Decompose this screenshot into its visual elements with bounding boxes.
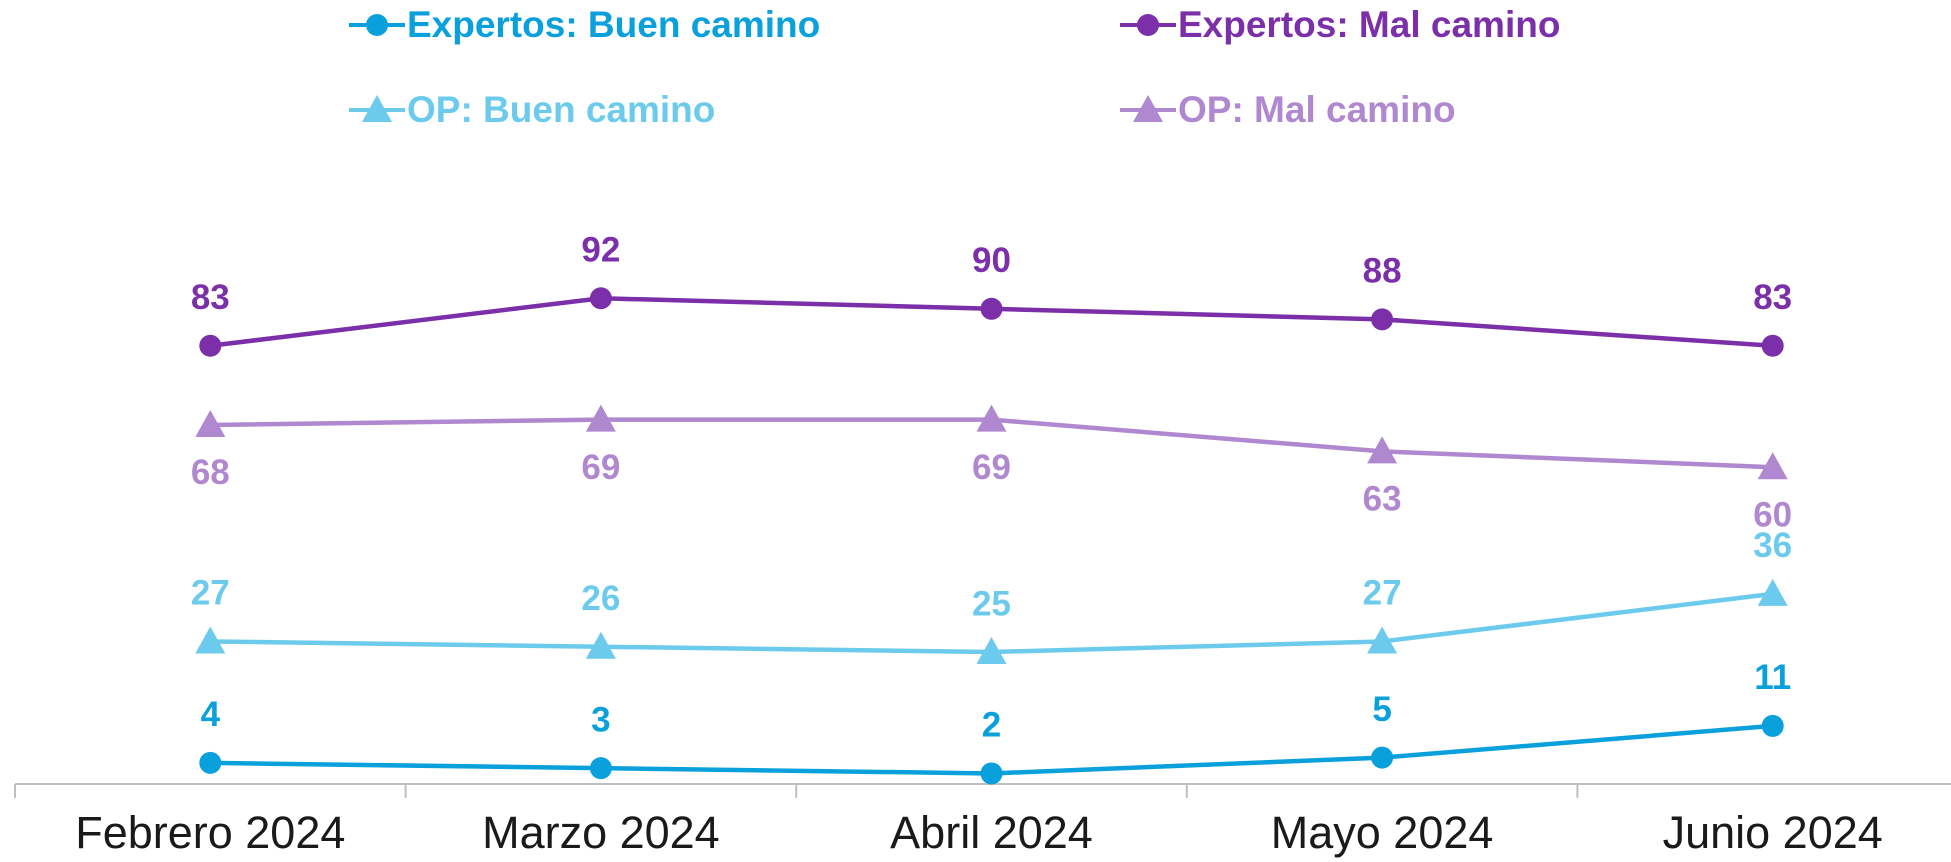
data-label: 83	[191, 278, 230, 317]
data-label: 27	[1363, 574, 1402, 613]
x-tick-label: Junio 2024	[1663, 807, 1883, 858]
x-tick-label: Abril 2024	[890, 807, 1093, 858]
data-point	[195, 409, 226, 437]
data-label: 11	[1754, 658, 1791, 697]
data-label: 25	[972, 584, 1011, 623]
data-label: 27	[191, 574, 230, 613]
data-label: 92	[581, 230, 620, 269]
data-label: 69	[972, 448, 1011, 487]
data-point	[589, 757, 612, 780]
data-point	[980, 762, 1003, 785]
legend-marker	[362, 95, 392, 122]
data-point	[1371, 308, 1394, 331]
data-point	[1371, 746, 1394, 769]
data-point	[1761, 714, 1784, 737]
legend-label: Expertos: Mal camino	[1178, 4, 1560, 45]
legend-label: OP: Buen camino	[407, 89, 715, 130]
data-label: 5	[1372, 690, 1391, 729]
legend-marker	[366, 14, 388, 36]
data-label: 88	[1363, 252, 1402, 291]
data-point	[195, 626, 226, 654]
data-point	[1367, 436, 1398, 464]
data-label: 69	[581, 448, 620, 487]
data-point	[585, 631, 616, 659]
data-label: 36	[1753, 526, 1792, 565]
data-label: 60	[1753, 495, 1792, 534]
x-tick-label: Marzo 2024	[482, 807, 720, 858]
data-point	[199, 334, 222, 357]
data-point	[976, 637, 1007, 664]
x-tick-label: Mayo 2024	[1271, 807, 1494, 858]
legend-marker	[1137, 14, 1159, 36]
legend-marker	[1133, 95, 1163, 122]
data-point	[589, 287, 612, 310]
data-point	[1757, 452, 1788, 480]
legend-label: OP: Mal camino	[1178, 89, 1456, 130]
x-tick-label: Febrero 2024	[75, 807, 345, 858]
data-label: 90	[972, 241, 1011, 280]
data-point	[1367, 626, 1398, 654]
data-label: 2	[982, 706, 1001, 745]
data-point	[1761, 334, 1784, 357]
data-point	[980, 297, 1003, 320]
data-label: 63	[1363, 480, 1402, 519]
data-point	[199, 751, 222, 774]
legend-label: Expertos: Buen camino	[407, 4, 820, 45]
data-label: 3	[591, 700, 610, 739]
data-label: 26	[581, 579, 620, 618]
data-label: 83	[1753, 278, 1792, 317]
data-label: 68	[191, 453, 230, 492]
data-point	[585, 404, 616, 432]
data-point	[976, 404, 1007, 432]
data-label: 4	[201, 695, 221, 734]
data-point	[1757, 578, 1788, 606]
